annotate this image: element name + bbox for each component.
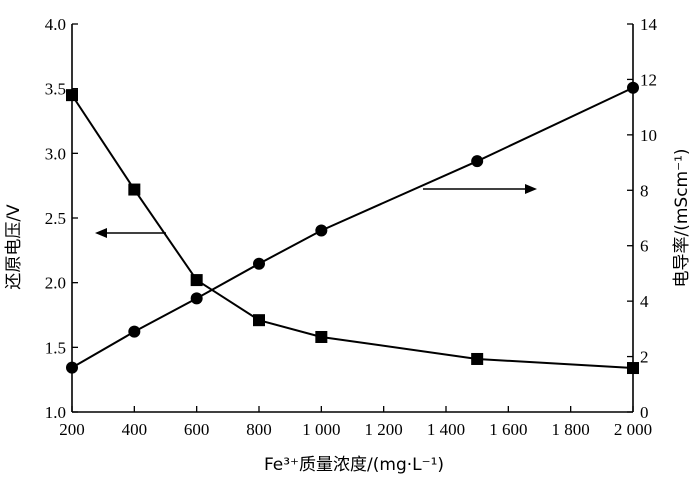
left-arrow-head: [95, 228, 107, 238]
conductivity-point-circle: [190, 292, 203, 305]
conductivity-point-circle: [315, 224, 328, 237]
voltage-point-square: [471, 352, 484, 365]
x-tick-label: 200: [59, 420, 85, 439]
voltage-series-line: [71, 94, 634, 370]
voltage-point-square: [190, 274, 203, 287]
conductivity-point-circle: [471, 155, 484, 168]
y-left-tick-label: 2.5: [45, 209, 66, 228]
y-right-tick-label: 6: [640, 237, 649, 256]
conductivity-point-circle: [66, 361, 78, 374]
x-axis-title: Fe³⁺质量浓度/(mg·L⁻¹): [264, 455, 444, 475]
y-right-tick-label: 0: [640, 403, 649, 422]
x-tick-label: 800: [246, 420, 272, 439]
y-left-tick-label: 3.0: [45, 144, 66, 163]
annotations: [95, 184, 537, 238]
y-right-tick-label: 8: [640, 181, 649, 200]
y-right-axis-title: 电导率/(mScm⁻¹): [672, 148, 692, 287]
conductivity-point-circle: [627, 81, 639, 94]
conductivity-point-circle: [128, 325, 141, 338]
x-tick-label: 1 200: [365, 420, 403, 439]
y-left-axis-title: 还原电压/V: [4, 204, 24, 290]
y-right-tick-label: 14: [640, 15, 658, 34]
x-tick-label: 600: [184, 420, 210, 439]
y-left-tick-label: 1.5: [45, 338, 66, 357]
y-left-tick-label: 4.0: [45, 15, 66, 34]
conductivity-point-circle: [253, 257, 265, 270]
conductivity-series-line: [71, 86, 634, 369]
x-tick-label: 400: [122, 420, 148, 439]
right-arrow-head: [525, 184, 537, 194]
x-tick-label: 1 600: [489, 420, 527, 439]
axes: 200 400 600 800 1 000 1 200 1 400 1 600 1 800 2 0…: [45, 15, 658, 439]
y-left-tick-label: 3.5: [45, 80, 66, 99]
x-tick-label: 1 400: [427, 420, 465, 439]
voltage-point-square: [253, 314, 265, 327]
voltage-point-square: [66, 89, 78, 102]
y-right-tick-label: 10: [640, 126, 657, 145]
x-tick-label: 2 000: [614, 420, 652, 439]
voltage-point-square: [627, 362, 639, 375]
x-tick-label: 1 800: [552, 420, 590, 439]
series: [66, 81, 639, 375]
y-left-tick-label: 2.0: [45, 274, 66, 293]
x-tick-label: 1 000: [302, 420, 340, 439]
y-right-tick-label: 4: [640, 292, 649, 311]
y-left-tick-label: 1.0: [45, 403, 66, 422]
voltage-point-square: [128, 183, 141, 196]
y-right-tick-label: 2: [640, 348, 649, 367]
voltage-point-square: [315, 330, 328, 343]
y-right-tick-label: 12: [640, 70, 657, 89]
